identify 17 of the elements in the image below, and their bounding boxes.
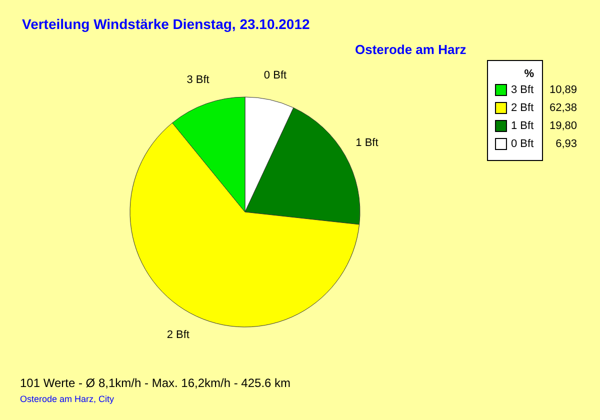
legend-label: 1 Bft	[511, 120, 534, 132]
data-label: 10,89	[549, 84, 577, 96]
legend-label: 3 Bft	[511, 84, 534, 96]
chart-subtitle: Osterode am Harz	[355, 42, 467, 57]
legend-label: 2 Bft	[511, 102, 534, 114]
text: 101 Werte - Ø 8,1km/h - Max. 16,2km/h - 425.6 km	[20, 376, 291, 390]
slice-label: 3 Bft	[186, 74, 210, 86]
text: Osterode am Harz, City	[20, 394, 115, 404]
data-label: 6,93	[556, 138, 577, 150]
chart-title: Verteilung Windstärke Dienstag, 23.10.2012	[22, 16, 310, 32]
data-label: 19,80	[549, 120, 577, 132]
legend-label: 0 Bft	[511, 138, 534, 150]
slice-label: 0 Bft	[264, 69, 287, 82]
legend-title: %	[524, 68, 534, 80]
data-label: 62,38	[549, 102, 577, 114]
slice-label: 1 Bft	[356, 137, 378, 150]
slice-label: 2 Bft	[166, 329, 190, 342]
